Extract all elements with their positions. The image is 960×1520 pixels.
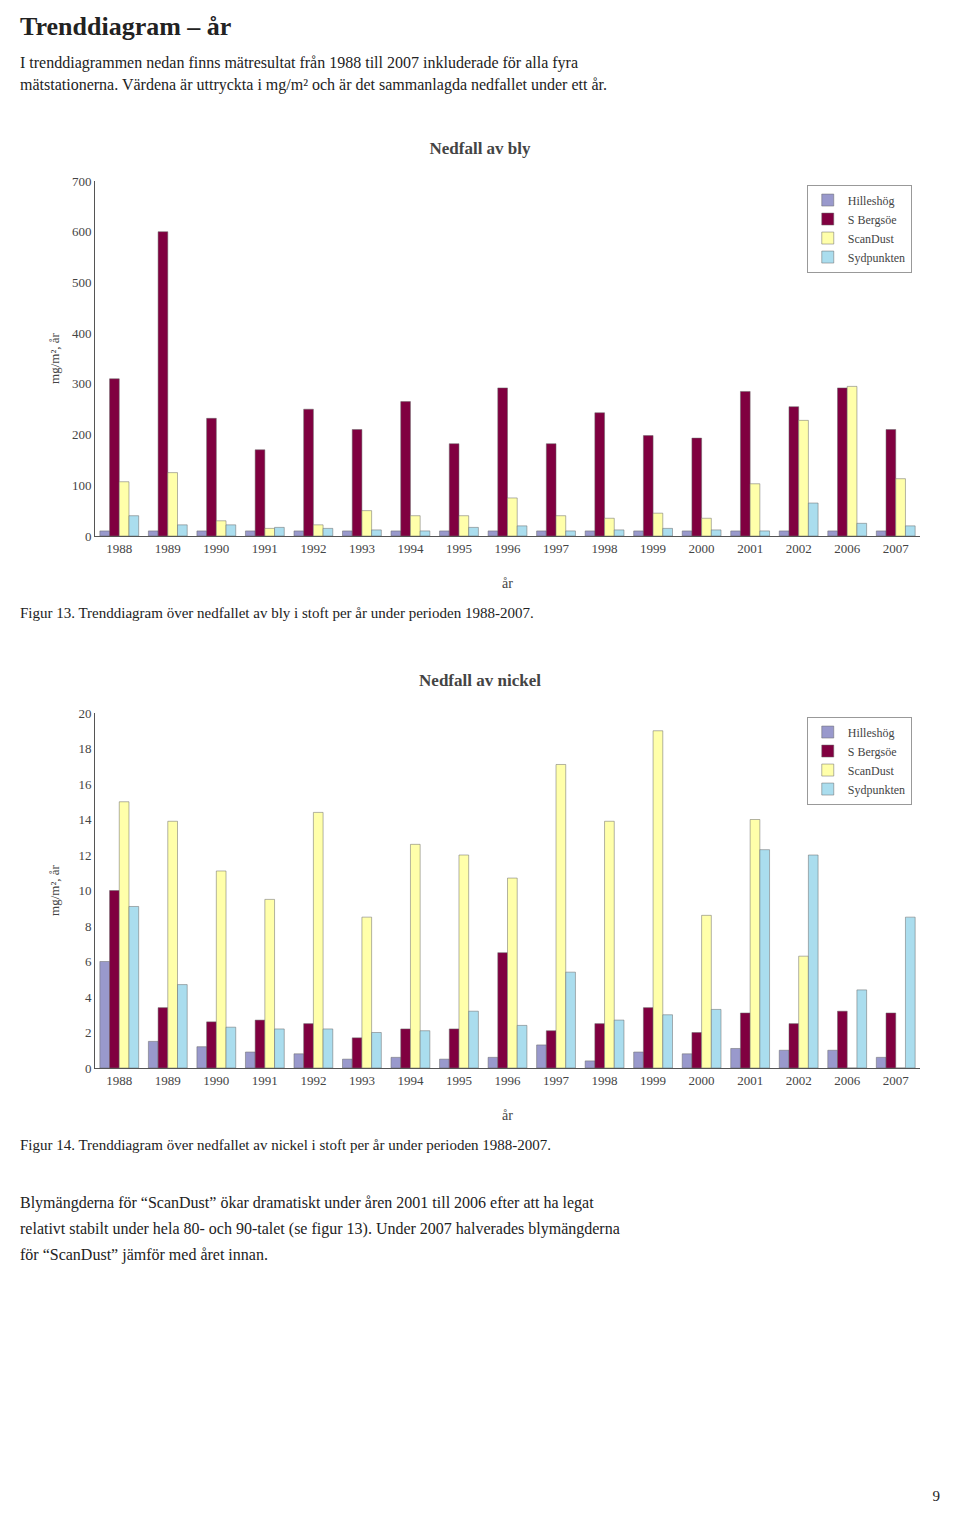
svg-text:2000: 2000 bbox=[689, 541, 715, 556]
svg-text:4: 4 bbox=[85, 990, 92, 1005]
svg-text:700: 700 bbox=[72, 174, 92, 189]
svg-text:14: 14 bbox=[78, 812, 92, 827]
svg-text:6: 6 bbox=[85, 954, 92, 969]
svg-text:1999: 1999 bbox=[640, 1073, 666, 1088]
svg-text:1992: 1992 bbox=[300, 1073, 326, 1088]
svg-text:2001: 2001 bbox=[737, 1073, 763, 1088]
svg-text:2007: 2007 bbox=[883, 1073, 910, 1088]
svg-text:1995: 1995 bbox=[446, 541, 472, 556]
html-text:för “ScanDust” jämför med året: för “ScanDust” jämför med året innan. bbox=[20, 1246, 268, 1263]
svg-text:2000: 2000 bbox=[689, 1073, 715, 1088]
svg-text:ScanDust: ScanDust bbox=[848, 232, 895, 246]
svg-text:S Bergsöe: S Bergsöe bbox=[848, 213, 897, 227]
svg-text:12: 12 bbox=[78, 848, 91, 863]
svg-text:ScanDust: ScanDust bbox=[848, 764, 895, 778]
svg-text:år: år bbox=[502, 1108, 513, 1123]
svg-text:mg/m², år: mg/m², år bbox=[47, 864, 62, 916]
svg-text:10: 10 bbox=[78, 883, 91, 898]
svg-text:Sydpunkten: Sydpunkten bbox=[848, 251, 905, 265]
html-text:I trenddiagrammen nedan finns: I trenddiagrammen nedan finns mätresulta… bbox=[20, 54, 578, 71]
html-text:Blymängderna för “ScanDust” ök: Blymängderna för “ScanDust” ökar dramati… bbox=[20, 1194, 594, 1211]
svg-text:1990: 1990 bbox=[203, 541, 229, 556]
svg-text:1991: 1991 bbox=[252, 1073, 278, 1088]
svg-text:100: 100 bbox=[72, 478, 92, 493]
svg-text:18: 18 bbox=[78, 741, 91, 756]
svg-text:500: 500 bbox=[72, 275, 92, 290]
svg-text:Hilleshög: Hilleshög bbox=[848, 726, 895, 740]
svg-text:2002: 2002 bbox=[786, 541, 812, 556]
html-text:relativt stabilt under hela 80: relativt stabilt under hela 80- och 90-t… bbox=[20, 1220, 620, 1237]
svg-text:1994: 1994 bbox=[397, 1073, 424, 1088]
svg-text:2007: 2007 bbox=[883, 541, 910, 556]
svg-text:1991: 1991 bbox=[252, 541, 278, 556]
svg-text:mg/m², år: mg/m², år bbox=[47, 332, 62, 384]
svg-text:1995: 1995 bbox=[446, 1073, 472, 1088]
svg-text:1988: 1988 bbox=[106, 1073, 132, 1088]
html-text:Trenddiagram – år: Trenddiagram – år bbox=[20, 12, 232, 41]
svg-text:1990: 1990 bbox=[203, 1073, 229, 1088]
svg-text:600: 600 bbox=[72, 224, 92, 239]
html-text:9: 9 bbox=[932, 1488, 940, 1504]
svg-text:S Bergsöe: S Bergsöe bbox=[848, 745, 897, 759]
svg-text:16: 16 bbox=[78, 777, 92, 792]
svg-text:300: 300 bbox=[72, 376, 92, 391]
svg-text:Sydpunkten: Sydpunkten bbox=[848, 783, 905, 797]
svg-text:1999: 1999 bbox=[640, 541, 666, 556]
svg-text:1988: 1988 bbox=[106, 541, 132, 556]
svg-text:2002: 2002 bbox=[786, 1073, 812, 1088]
svg-text:1998: 1998 bbox=[592, 541, 618, 556]
svg-text:2006: 2006 bbox=[834, 541, 861, 556]
svg-text:1993: 1993 bbox=[349, 541, 375, 556]
svg-text:2001: 2001 bbox=[737, 541, 763, 556]
svg-text:1993: 1993 bbox=[349, 1073, 375, 1088]
html-text:mätstationerna. Värdena är utt: mätstationerna. Värdena är uttryckta i m… bbox=[20, 76, 607, 93]
svg-text:1992: 1992 bbox=[300, 541, 326, 556]
svg-text:2006: 2006 bbox=[834, 1073, 861, 1088]
svg-text:1998: 1998 bbox=[592, 1073, 618, 1088]
svg-text:Hilleshög: Hilleshög bbox=[848, 194, 895, 208]
svg-text:1996: 1996 bbox=[495, 1073, 522, 1088]
html-text:Figur 14. Trenddiagram över ne: Figur 14. Trenddiagram över nedfallet av… bbox=[20, 1137, 552, 1153]
svg-text:Nedfall av bly: Nedfall av bly bbox=[429, 139, 531, 158]
svg-text:1997: 1997 bbox=[543, 1073, 570, 1088]
svg-text:2: 2 bbox=[85, 1025, 92, 1040]
html-text:Figur 13. Trenddiagram över ne: Figur 13. Trenddiagram över nedfallet av… bbox=[20, 605, 534, 621]
svg-text:200: 200 bbox=[72, 427, 92, 442]
svg-text:1996: 1996 bbox=[495, 541, 522, 556]
svg-text:år: år bbox=[502, 576, 513, 591]
svg-text:1994: 1994 bbox=[397, 541, 424, 556]
svg-text:1997: 1997 bbox=[543, 541, 570, 556]
svg-text:1989: 1989 bbox=[155, 541, 181, 556]
svg-text:8: 8 bbox=[85, 919, 92, 934]
svg-text:20: 20 bbox=[78, 706, 91, 721]
svg-text:Nedfall av nickel: Nedfall av nickel bbox=[419, 671, 541, 690]
svg-text:0: 0 bbox=[85, 1061, 92, 1076]
svg-text:400: 400 bbox=[72, 326, 92, 341]
svg-text:1989: 1989 bbox=[155, 1073, 181, 1088]
svg-text:0: 0 bbox=[85, 529, 92, 544]
